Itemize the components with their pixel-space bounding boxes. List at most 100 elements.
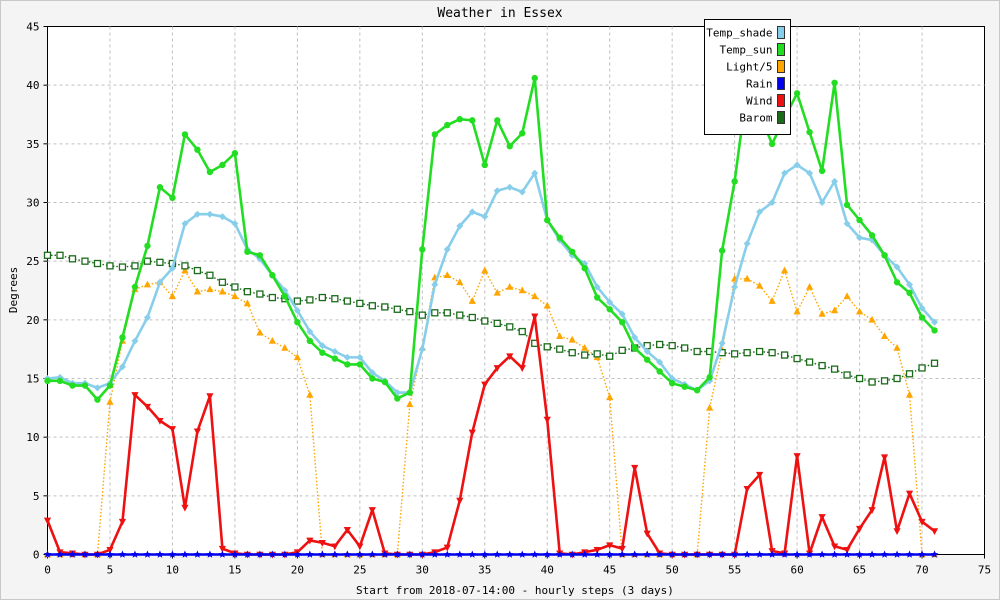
point-wind [118, 518, 127, 526]
point-temp-sun [56, 377, 64, 385]
point-temp-sun [519, 130, 526, 137]
point-temp-sun [281, 293, 289, 300]
point-wind [143, 403, 152, 411]
point-barom [306, 296, 314, 304]
point-wind [306, 537, 314, 545]
point-wind [206, 393, 214, 401]
point-rain [655, 550, 664, 558]
point-rain [318, 550, 327, 558]
point-wind [356, 543, 364, 551]
point-temp-sun [419, 246, 426, 253]
legend-swatch-rain [777, 77, 785, 90]
point-rain [568, 550, 577, 558]
point-temp-sun [194, 146, 201, 153]
point-wind [531, 313, 539, 321]
point-rain [593, 550, 602, 558]
point-barom [468, 313, 476, 322]
point-rain [343, 550, 352, 558]
point-rain [755, 550, 764, 558]
legend-label-light-5: Light/5 [726, 61, 772, 74]
point-wind [543, 416, 551, 424]
point-barom [56, 251, 64, 259]
point-rain [393, 550, 402, 558]
point-temp-sun [893, 279, 901, 286]
point-temp-shade [231, 220, 239, 228]
series-line-light-5 [47, 269, 935, 556]
point-temp-shade [218, 213, 226, 221]
point-temp-shade [856, 234, 864, 242]
point-temp-sun [81, 382, 89, 389]
y-tick-label: 5 [33, 490, 40, 503]
point-wind [905, 490, 914, 498]
point-rain [668, 550, 676, 558]
point-rain [331, 550, 339, 558]
point-temp-sun [569, 248, 576, 255]
point-barom [406, 307, 414, 316]
point-light-5 [706, 403, 714, 411]
point-barom [506, 323, 514, 331]
point-barom [693, 347, 701, 356]
point-barom [256, 290, 264, 298]
point-wind [468, 429, 476, 437]
point-temp-shade [131, 337, 139, 345]
point-temp-sun [918, 314, 926, 321]
point-wind [606, 542, 614, 550]
point-temp-sun [931, 327, 938, 334]
point-temp-shade [493, 187, 501, 195]
point-temp-shade [456, 222, 464, 230]
legend-swatch-temp-sun [777, 43, 785, 56]
point-barom [493, 319, 501, 328]
point-light-5 [893, 343, 901, 351]
point-light-5 [531, 292, 539, 300]
point-temp-sun [594, 294, 601, 301]
point-barom [780, 351, 789, 359]
point-light-5 [581, 343, 589, 351]
point-rain [580, 550, 589, 558]
point-temp-shade [606, 298, 614, 306]
point-temp-sun [144, 242, 151, 250]
point-light-5 [905, 390, 914, 398]
point-barom [443, 309, 451, 317]
point-rain [730, 550, 739, 558]
x-tick-label: 15 [228, 564, 241, 577]
point-light-5 [793, 307, 801, 315]
point-temp-shade [818, 199, 826, 206]
legend-label-temp-sun: Temp_sun [720, 44, 773, 57]
point-wind [181, 504, 189, 512]
point-temp-shade [906, 281, 914, 289]
point-barom [768, 349, 776, 357]
point-rain [843, 550, 851, 558]
point-wind [193, 428, 202, 436]
point-temp-sun [244, 248, 251, 255]
series-group [43, 74, 939, 559]
point-light-5 [218, 287, 227, 295]
point-rain [505, 550, 514, 558]
point-temp-sun [881, 252, 888, 259]
point-temp-sun [344, 361, 351, 368]
point-wind [106, 547, 114, 554]
point-wind [793, 453, 801, 460]
point-temp-shade [356, 353, 364, 361]
point-wind [43, 517, 52, 525]
point-rain [93, 550, 102, 558]
point-rain [156, 550, 164, 558]
point-temp-sun [206, 168, 214, 176]
point-temp-shade [918, 304, 926, 312]
point-temp-sun [494, 117, 501, 124]
point-rain [256, 550, 264, 558]
point-light-5 [568, 335, 576, 343]
point-barom [730, 350, 739, 358]
point-light-5 [543, 301, 551, 309]
point-light-5 [843, 292, 851, 300]
point-temp-sun [818, 167, 826, 175]
x-tick-label: 50 [666, 564, 679, 577]
legend-label-temp-shade: Temp_shade [706, 27, 772, 40]
point-rain [718, 550, 726, 558]
point-barom [243, 288, 252, 296]
point-light-5 [293, 353, 301, 361]
point-temp-sun [481, 161, 488, 169]
point-barom [880, 377, 889, 385]
point-wind [331, 543, 339, 551]
point-temp-sun [444, 121, 451, 129]
